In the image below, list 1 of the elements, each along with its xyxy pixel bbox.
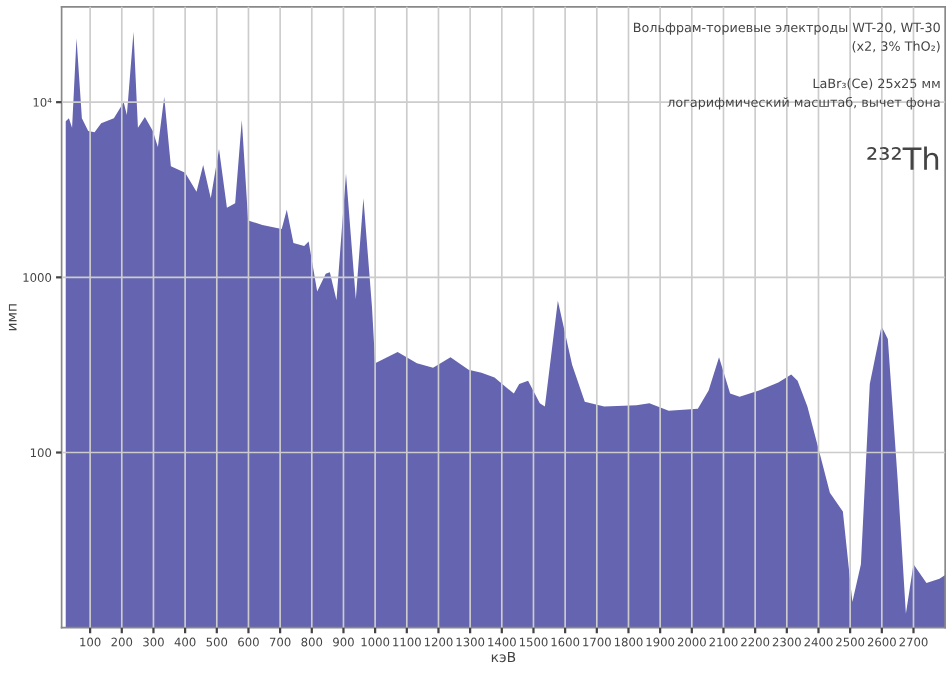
annotation: ²³²Th xyxy=(867,146,939,170)
